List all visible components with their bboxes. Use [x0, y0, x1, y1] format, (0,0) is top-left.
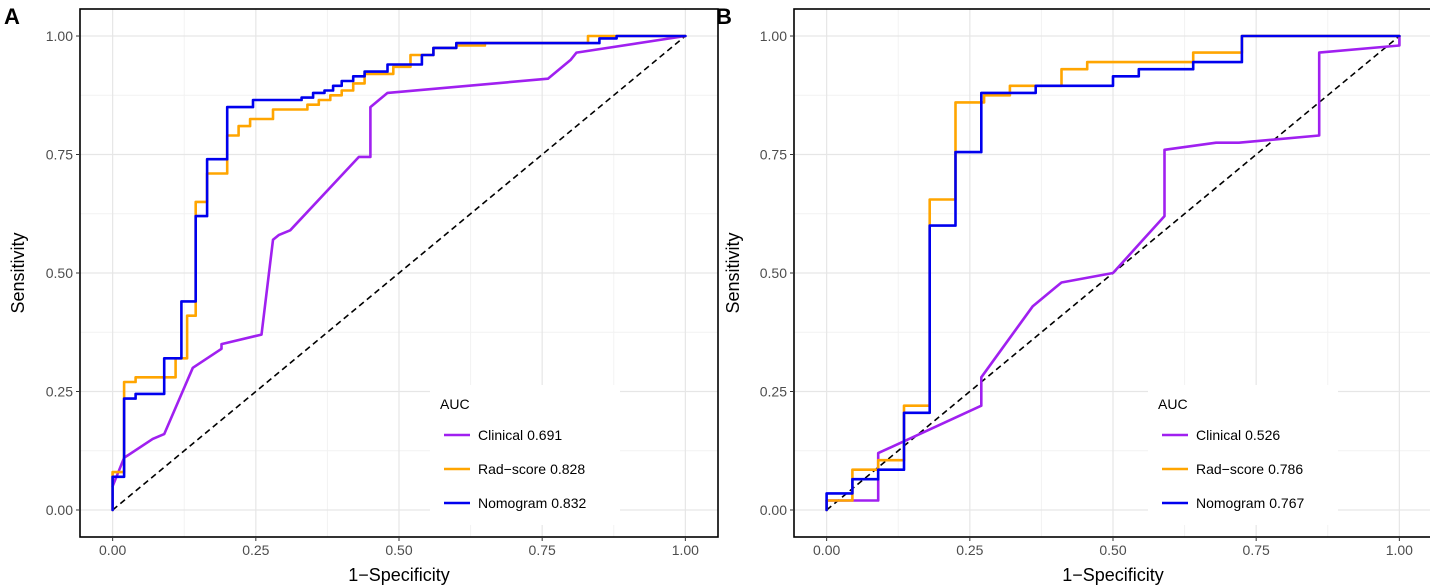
legend-entry-label: Nomogram 0.832	[478, 495, 586, 511]
x-tick-label: 0.75	[529, 542, 556, 558]
legend-background	[1148, 385, 1338, 525]
y-tick-label: 0.75	[46, 147, 73, 163]
x-tick-label: 0.00	[99, 542, 126, 558]
legend-series-name: Nomogram	[1196, 495, 1265, 511]
x-tick-label: 0.50	[385, 542, 412, 558]
legend-entry-label: Nomogram 0.767	[1196, 495, 1304, 511]
legend-entry-label: Rad−score 0.786	[1196, 461, 1303, 477]
x-tick-label: 0.00	[813, 542, 840, 558]
series-line-nomogram	[111, 34, 687, 512]
y-tick-label: 0.50	[760, 265, 787, 281]
legend-auc-value: 0.526	[1245, 427, 1280, 443]
y-tick-label: 0.00	[46, 502, 73, 518]
legend-entry-label: Clinical 0.691	[478, 427, 562, 443]
panel-label: B	[716, 4, 732, 29]
panel-label: A	[4, 4, 20, 29]
y-tick-label: 0.50	[46, 265, 73, 281]
legend-series-name: Rad−score	[1196, 461, 1264, 477]
series-line-clinical	[111, 34, 687, 488]
chart-panel-b: 0.00 0.25 0.50 0.75 1.00 0.00 0.25 0.50 0.75 1.00…	[716, 4, 1430, 585]
x-tick-label: 1.00	[672, 542, 699, 558]
y-axis-title: Sensitivity	[8, 232, 28, 313]
y-axis-title: Sensitivity	[723, 232, 743, 313]
y-tick-label: 1.00	[46, 28, 73, 44]
x-tick-label: 1.00	[1386, 542, 1413, 558]
reference-diagonal-line	[112, 35, 686, 511]
y-tick-label: 0.00	[760, 502, 787, 518]
legend-entry-label: Rad−score 0.828	[478, 461, 585, 477]
y-tick-label: 0.25	[760, 383, 787, 399]
legend-auc-value: 0.828	[550, 461, 585, 477]
legend-title: AUC	[440, 396, 470, 412]
legend-auc-value: 0.691	[527, 427, 562, 443]
legend-auc-value: 0.767	[1269, 495, 1304, 511]
x-tick-label: 0.25	[956, 542, 983, 558]
legend-auc-value: 0.832	[551, 495, 586, 511]
x-axis-title: 1−Specificity	[348, 565, 450, 585]
x-tick-label: 0.25	[242, 542, 269, 558]
legend-series-name: Clinical	[478, 427, 523, 443]
legend-title: AUC	[1158, 396, 1188, 412]
legend-auc-value: 0.786	[1268, 461, 1303, 477]
y-tick-label: 1.00	[760, 28, 787, 44]
y-tick-label: 0.75	[760, 147, 787, 163]
legend-series-name: Clinical	[1196, 427, 1241, 443]
legend-series-name: Rad−score	[478, 461, 546, 477]
x-tick-label: 0.75	[1243, 542, 1270, 558]
legend-background	[430, 385, 620, 525]
legend-entry-label: Clinical 0.526	[1196, 427, 1280, 443]
series-line-nomogram	[825, 34, 1401, 512]
y-tick-label: 0.25	[46, 383, 73, 399]
x-tick-label: 0.50	[1099, 542, 1126, 558]
chart-panel-a: 0.00 0.25 0.50 0.75 1.00 0.00 0.25 0.50 0.75 1.00…	[4, 4, 719, 585]
series-line-clinical	[825, 34, 1401, 502]
legend-series-name: Nomogram	[478, 495, 547, 511]
x-axis-title: 1−Specificity	[1062, 565, 1164, 585]
